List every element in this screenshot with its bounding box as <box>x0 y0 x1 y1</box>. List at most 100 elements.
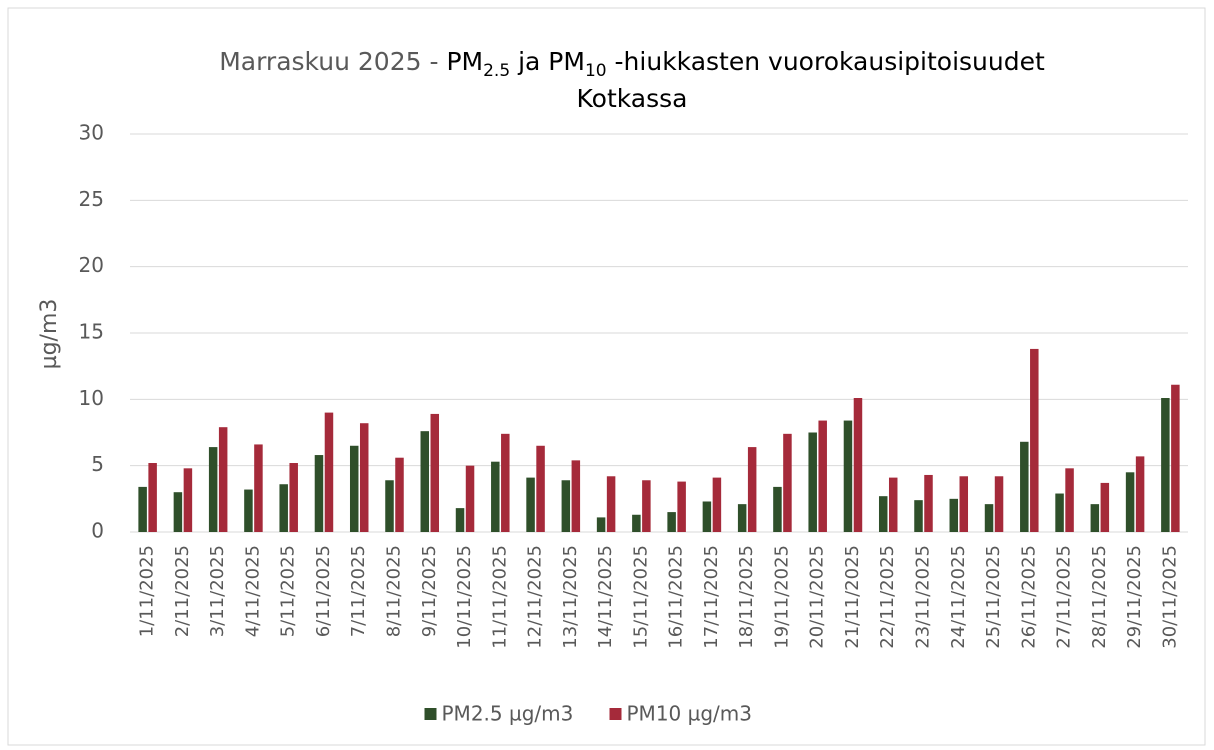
bar <box>737 504 747 532</box>
bar <box>1020 441 1029 532</box>
x-tick-label: 9/11/2025 <box>419 545 440 637</box>
bar <box>783 433 792 532</box>
x-tick-label: 5/11/2025 <box>278 545 299 637</box>
y-axis-title: µg/m3 <box>37 299 62 370</box>
y-tick-label: 25 <box>79 187 104 211</box>
x-tick-label: 28/11/2025 <box>1089 545 1110 649</box>
bar <box>843 420 853 532</box>
bar <box>148 463 157 532</box>
x-tick-label: 26/11/2025 <box>1018 545 1039 649</box>
legend-swatch <box>424 708 437 720</box>
y-tick-label: 5 <box>91 452 104 476</box>
x-tick-label: 8/11/2025 <box>384 545 405 637</box>
x-tick-label: 29/11/2025 <box>1124 545 1145 649</box>
bar <box>596 517 606 532</box>
chart-title: Kotkassa <box>577 84 688 113</box>
bar <box>642 480 651 532</box>
x-tick-label: 27/11/2025 <box>1054 545 1075 649</box>
bar <box>747 447 757 532</box>
y-tick-label: 0 <box>91 519 104 543</box>
bar <box>359 423 369 532</box>
bar <box>1065 468 1074 532</box>
bar <box>536 445 545 532</box>
x-tick-label: 23/11/2025 <box>913 545 934 649</box>
bar <box>183 468 193 532</box>
bar <box>571 460 581 532</box>
x-tick-label: 1/11/2025 <box>137 545 158 637</box>
x-tick-label: 16/11/2025 <box>666 545 687 649</box>
chart-frame <box>7 7 1206 746</box>
y-tick-label: 30 <box>79 121 104 145</box>
bar <box>949 498 959 532</box>
y-tick-label: 20 <box>79 253 104 277</box>
bar <box>914 500 923 532</box>
bar <box>1090 504 1100 532</box>
x-tick-label: 20/11/2025 <box>807 545 828 649</box>
x-tick-label: 7/11/2025 <box>348 545 369 637</box>
bar <box>244 489 253 532</box>
title-part: 10 <box>585 61 607 81</box>
bar <box>349 445 359 532</box>
y-tick-label: 15 <box>79 320 104 344</box>
x-tick-label: 24/11/2025 <box>948 545 969 649</box>
x-tick-label: 21/11/2025 <box>842 545 863 649</box>
x-tick-label: 15/11/2025 <box>630 545 651 649</box>
bar <box>1125 472 1135 532</box>
bar <box>254 444 263 532</box>
bar <box>430 413 440 532</box>
title-part: PM <box>446 47 483 76</box>
bar <box>1055 493 1064 532</box>
x-tick-label: 10/11/2025 <box>454 545 475 649</box>
title-part: 2.5 <box>483 61 510 81</box>
bar <box>1030 348 1039 532</box>
bar <box>455 508 465 532</box>
x-tick-label: 14/11/2025 <box>595 545 616 649</box>
title-part: ja PM <box>510 47 585 76</box>
bar <box>606 476 616 532</box>
bar <box>924 474 933 532</box>
legend-label: PM10 µg/m3 <box>627 702 753 726</box>
x-tick-label: 25/11/2025 <box>983 545 1004 649</box>
bar <box>1100 482 1110 532</box>
legend-swatch <box>609 708 622 720</box>
bar <box>677 481 686 532</box>
x-tick-label: 30/11/2025 <box>1159 545 1180 649</box>
bar <box>526 477 535 532</box>
bar <box>853 398 863 532</box>
x-tick-label: 2/11/2025 <box>172 545 193 637</box>
bar <box>138 486 147 532</box>
bar <box>773 486 782 532</box>
legend-label: PM2.5 µg/m3 <box>442 702 574 726</box>
bar <box>314 455 324 532</box>
bar <box>984 504 994 532</box>
chart-title: Marraskuu 2025 - PM2.5 ja PM10 -hiukkast… <box>219 47 1045 81</box>
x-tick-label: 4/11/2025 <box>242 545 263 637</box>
bar <box>491 461 500 532</box>
x-tick-label: 12/11/2025 <box>525 545 546 649</box>
x-tick-label: 19/11/2025 <box>771 545 792 649</box>
x-tick-label: 6/11/2025 <box>313 545 334 637</box>
bar <box>632 514 641 532</box>
bar <box>465 465 475 532</box>
bar <box>818 420 827 532</box>
bar <box>1161 398 1170 532</box>
x-tick-label: 3/11/2025 <box>207 545 228 637</box>
title-part: -hiukkasten vuorokausipitoisuudet <box>607 47 1045 76</box>
bar <box>702 501 712 532</box>
bar <box>959 476 969 532</box>
bar <box>712 477 722 532</box>
bar <box>1171 384 1180 532</box>
bar <box>218 427 228 532</box>
y-tick-label: 10 <box>79 386 104 410</box>
bar <box>395 457 404 532</box>
bar <box>888 477 898 532</box>
bar <box>324 412 334 532</box>
x-tick-label: 18/11/2025 <box>736 545 757 649</box>
bar <box>173 492 183 532</box>
x-tick-label: 22/11/2025 <box>877 545 898 649</box>
x-tick-label: 17/11/2025 <box>701 545 722 649</box>
x-tick-label: 13/11/2025 <box>560 545 581 649</box>
bar <box>420 431 430 532</box>
